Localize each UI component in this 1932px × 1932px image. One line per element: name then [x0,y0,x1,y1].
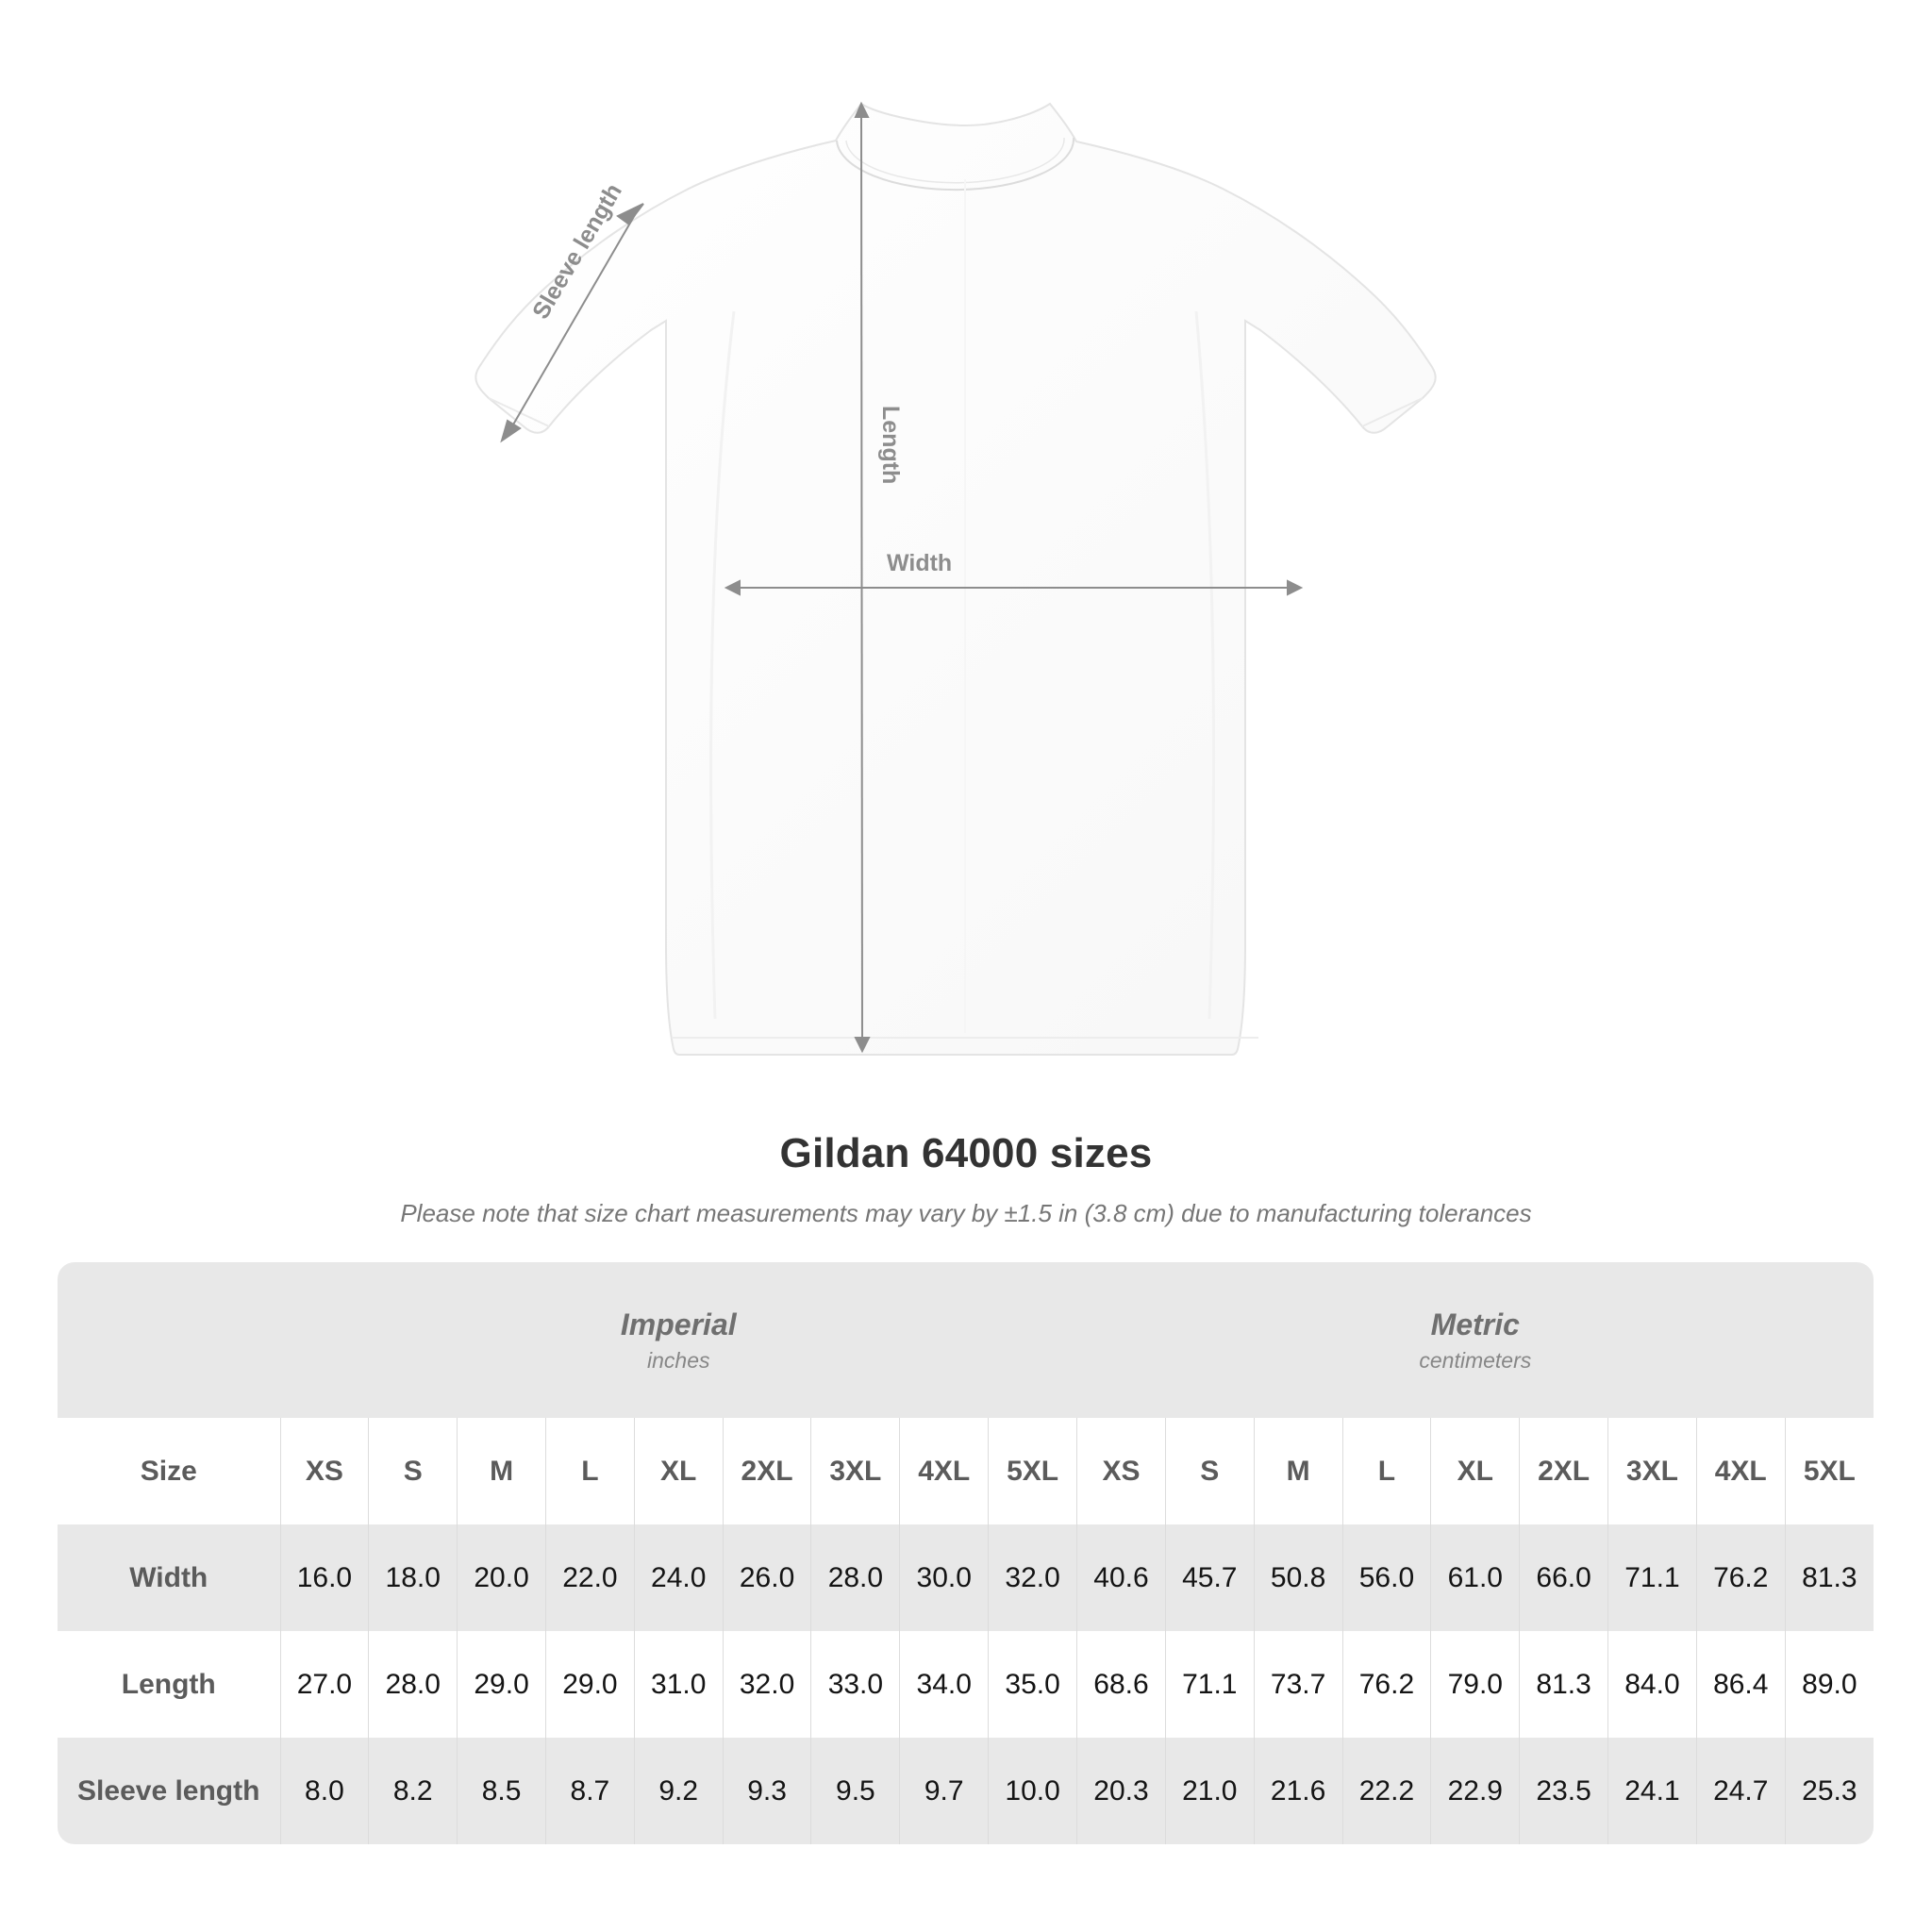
svg-text:Width: Width [887,550,952,576]
svg-text:Length: Length [877,406,904,484]
